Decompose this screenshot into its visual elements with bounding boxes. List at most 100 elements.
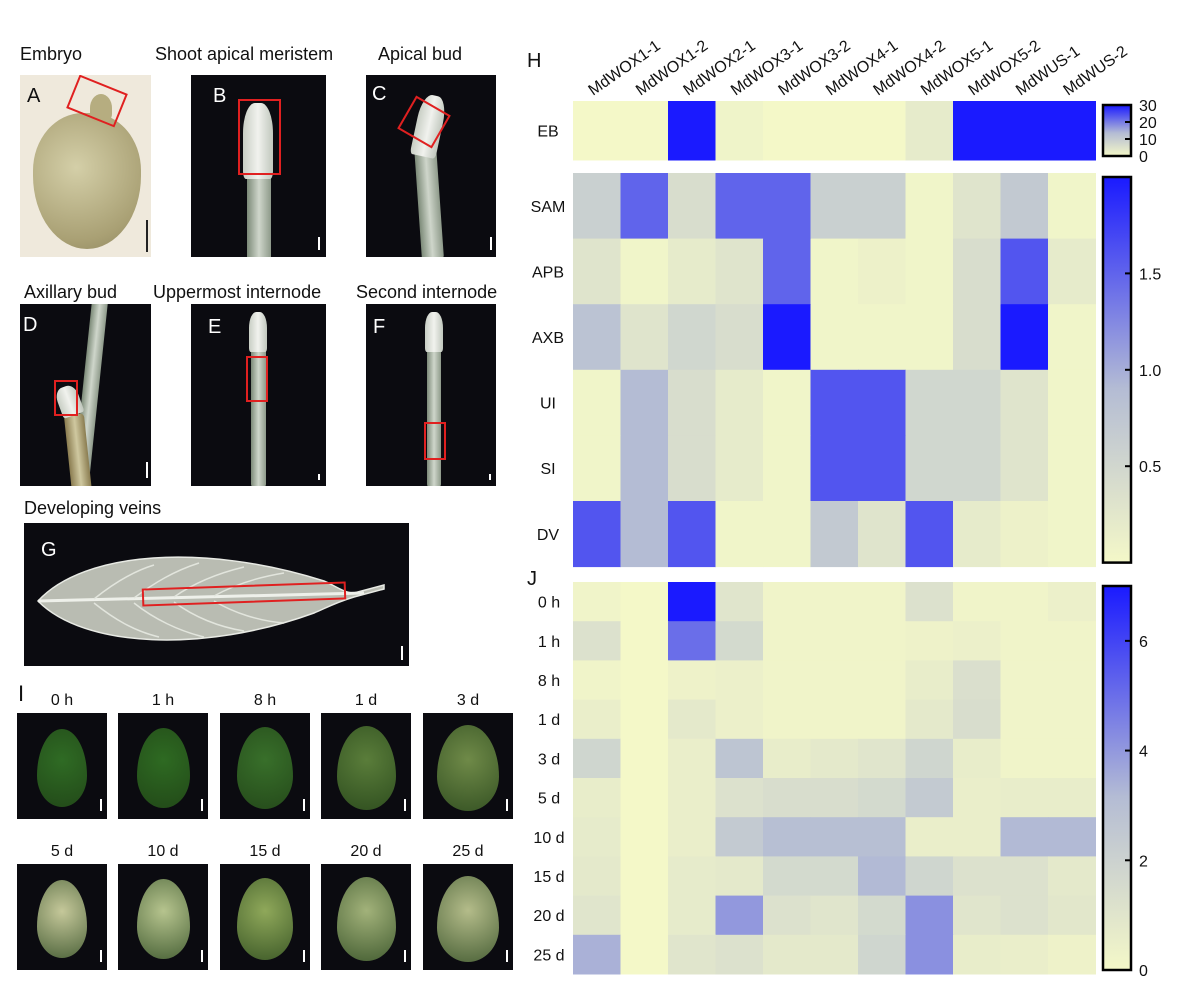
leaf-explant-photo [17, 864, 107, 970]
heatmap-cell [810, 895, 859, 936]
heatmap-cell [858, 856, 906, 897]
heatmap-cell [1000, 895, 1049, 936]
heatmap-cell [715, 817, 764, 857]
leaf-explant [37, 729, 87, 807]
sam-highlight-box [238, 99, 281, 175]
heatmap-cell [620, 369, 669, 436]
heatmap-cell [810, 369, 859, 436]
leaf-explant [336, 877, 396, 961]
heatmap-cell [573, 369, 621, 436]
leaf-explant [136, 879, 190, 959]
scale-bar [404, 799, 406, 811]
heatmap-cell [1000, 101, 1049, 161]
heatmap-cell [858, 738, 906, 779]
shoot-apex [243, 103, 273, 179]
leaf-explant-photo [321, 713, 411, 819]
heatmap-cell [1048, 738, 1096, 779]
heatmap-cell [668, 173, 716, 240]
scale-bar [506, 950, 508, 962]
row-label: 8 h [538, 673, 560, 690]
heatmap-cell [620, 621, 669, 661]
heatmap-cell [620, 778, 669, 818]
heatmap-cell [668, 856, 716, 897]
colorbar-tick-label: 10 [1139, 132, 1157, 149]
heatmap-cell [573, 304, 621, 371]
heatmap-cell [905, 934, 954, 975]
heatmap-cell [905, 660, 954, 701]
heatmap-cell [953, 778, 1001, 818]
internode-highlight-box [424, 422, 446, 460]
heatmap-cell [810, 501, 859, 568]
heatmap-cell [620, 582, 669, 622]
panel-e-title: Uppermost internode [153, 282, 322, 302]
heatmap-cell [715, 856, 764, 897]
heatmap-cell [763, 660, 811, 701]
heatmap-cell [905, 856, 954, 897]
heatmap-cell [763, 738, 811, 779]
heatmap-cell [763, 778, 811, 818]
panel-f-photo: F [366, 304, 496, 486]
heatmap-cell [763, 699, 811, 740]
leaf-explant [437, 725, 499, 811]
scale-bar [201, 950, 203, 962]
heatmap-cell [763, 856, 811, 897]
heatmap-cell [573, 621, 621, 661]
panel-d-letter: D [23, 314, 38, 336]
scale-bar [404, 950, 406, 962]
colorbar-tick-label: 1.0 [1139, 363, 1161, 380]
colorbar-tick-label: 20 [1139, 115, 1157, 132]
timepoint-label: 25 d [452, 843, 484, 860]
panel-d-title: Axillary bud [24, 282, 118, 302]
heatmap-cell [573, 817, 621, 857]
heatmap-cell [905, 738, 954, 779]
row-label: EB [537, 124, 558, 141]
heatmap-cell [858, 934, 906, 975]
heatmap-cell [763, 934, 811, 975]
heatmap-cell [715, 435, 764, 502]
heatmap-cell [953, 895, 1001, 936]
heatmap-cell [715, 934, 764, 975]
colorbar-tick-label: 0 [1139, 963, 1148, 980]
heatmap-cell [620, 895, 669, 936]
leaf-explant-photo [118, 713, 208, 819]
heatmap-cell [905, 817, 954, 857]
row-label: 10 d [533, 830, 564, 847]
row-label: 1 h [538, 634, 560, 651]
heatmap-cell [905, 621, 954, 661]
row-label: 25 d [533, 947, 564, 964]
heatmap-cell [953, 101, 1001, 161]
scale-bar [146, 220, 148, 252]
heatmap-cell [1048, 582, 1096, 622]
heatmap-cell [620, 501, 669, 568]
heatmap-cell [715, 173, 764, 240]
heatmap-cell [620, 738, 669, 779]
colorbar-tick-label: 0.5 [1139, 459, 1161, 476]
panel-h-letter: H [527, 50, 542, 72]
heatmap-cell [573, 738, 621, 779]
heatmap-cell [1000, 778, 1049, 818]
timepoint-label: 0 h [50, 692, 74, 709]
heatmap-cell [715, 304, 764, 371]
row-label: 1 d [538, 712, 560, 729]
heatmap-cell [573, 895, 621, 936]
heatmap-cell [810, 435, 859, 502]
heatmap-cell [573, 173, 621, 240]
heatmap-cell [1000, 856, 1049, 897]
heatmap-cell [1000, 660, 1049, 701]
heatmap-cell [858, 369, 906, 436]
heatmap-cell [810, 699, 859, 740]
heatmap-cell [1000, 369, 1049, 436]
scale-bar [318, 237, 320, 250]
heatmap-cell [668, 817, 716, 857]
heatmap-cell [810, 660, 859, 701]
shoot-tip [425, 312, 443, 352]
colorbar-tick-label: 1.5 [1139, 266, 1161, 283]
heatmap-cell [1048, 856, 1096, 897]
colorbar-tick-label: 6 [1139, 634, 1148, 651]
heatmap-cell [573, 435, 621, 502]
heatmap-cell [715, 582, 764, 622]
panel-c-title: Apical bud [378, 44, 463, 64]
scale-bar [489, 474, 491, 480]
heatmap-cell [953, 699, 1001, 740]
heatmap-cell [620, 304, 669, 371]
